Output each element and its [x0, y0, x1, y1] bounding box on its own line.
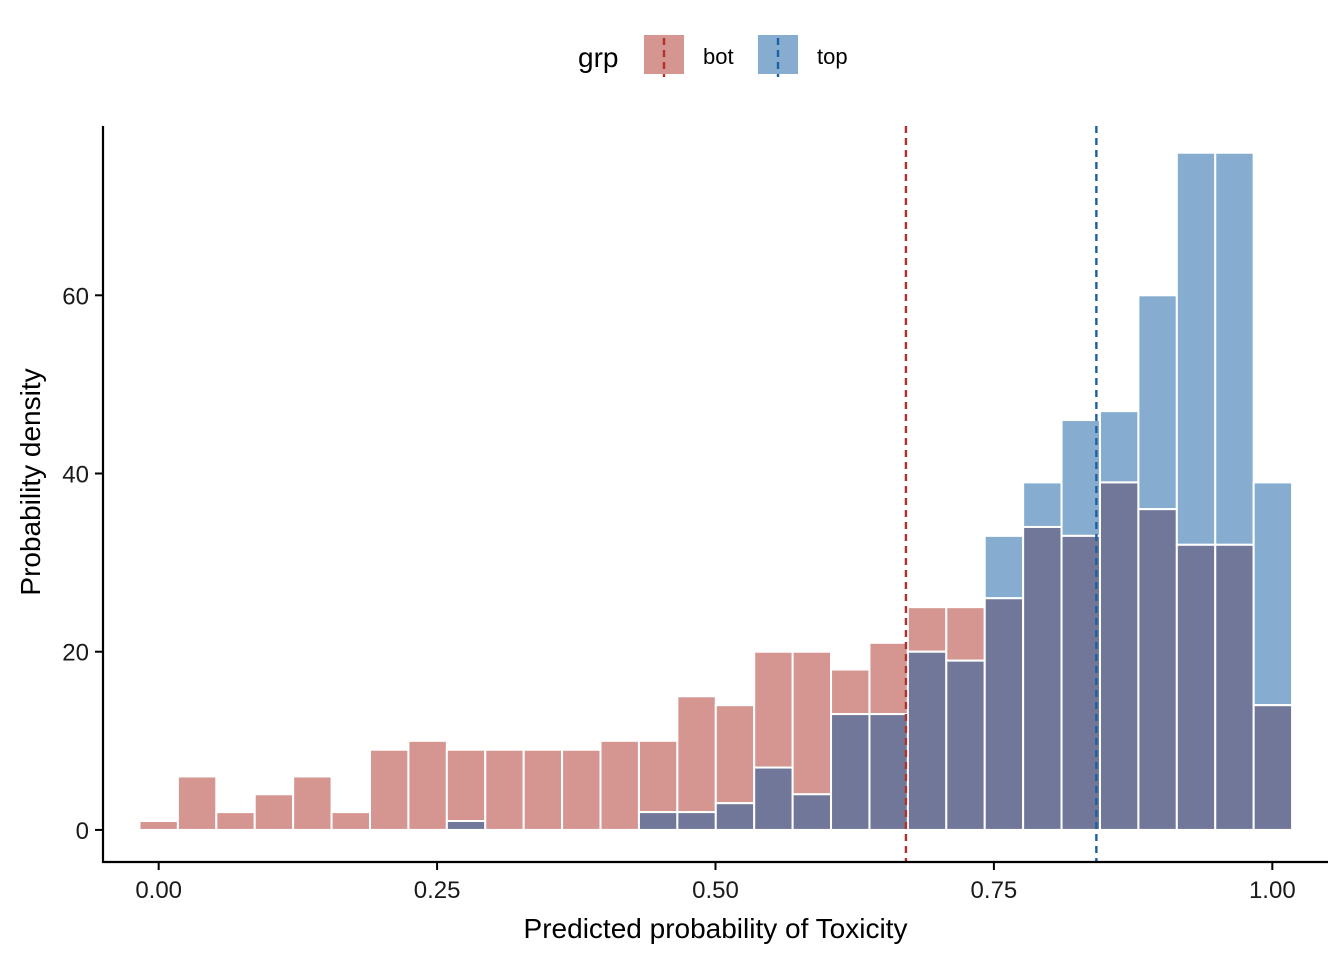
bar-bot [138, 820, 179, 831]
bar-bot [330, 811, 371, 831]
bar-overlap [906, 650, 948, 831]
bar-overlap [1252, 704, 1294, 831]
bar-bot [292, 775, 333, 831]
y-tick-label: 40 [62, 462, 89, 489]
bar-overlap [791, 793, 833, 831]
bar-top [1022, 481, 1063, 528]
bar-overlap [1022, 525, 1063, 831]
bar-bot [791, 650, 833, 796]
bar-top [1252, 481, 1294, 707]
bar-overlap [868, 713, 909, 831]
bar-overlap [1137, 508, 1178, 831]
bars-layer [138, 151, 1294, 831]
bar-bot [407, 739, 448, 831]
y-tick-label: 0 [76, 818, 89, 845]
bar-bot [445, 748, 487, 823]
y-tick-label: 20 [62, 640, 89, 667]
bar-bot [253, 793, 295, 831]
bar-overlap [1098, 481, 1140, 831]
x-tick-label: 0.00 [135, 877, 182, 904]
mean-lines [904, 126, 1098, 862]
bar-bot [215, 811, 256, 831]
plot-area: 0.00 0.25 0.50 0.75 1.00 0 20 40 60 [62, 126, 1328, 904]
bar-bot [906, 606, 948, 653]
bar-bot [830, 668, 871, 716]
legend-title: grp [578, 42, 618, 73]
legend-label-bot: bot [703, 44, 734, 69]
axes: 0.00 0.25 0.50 0.75 1.00 0 20 40 60 [62, 126, 1328, 904]
x-tick-label: 0.75 [971, 877, 1018, 904]
bar-bot [637, 739, 679, 814]
bar-top [983, 534, 1025, 600]
bar-bot [753, 650, 794, 769]
x-tick-label: 0.50 [692, 877, 739, 904]
bar-bot [868, 641, 909, 716]
y-tick-label: 60 [62, 283, 89, 310]
bar-overlap [676, 811, 717, 831]
bar-overlap [1060, 534, 1101, 831]
x-tick-label: 1.00 [1249, 877, 1296, 904]
y-axis-title: Probability density [15, 368, 46, 595]
bar-overlap [830, 713, 871, 831]
legend: grp bot top [578, 35, 848, 77]
x-tick-label: 0.25 [414, 877, 461, 904]
bar-bot [368, 748, 410, 831]
bar-bot [676, 695, 717, 814]
legend-label-top: top [817, 44, 848, 69]
bar-overlap [714, 802, 756, 831]
bar-top [1175, 151, 1217, 546]
bar-bot [484, 748, 525, 831]
bar-overlap [983, 597, 1025, 831]
bar-top [1137, 294, 1178, 511]
bar-bot [945, 606, 986, 662]
bar-overlap [1175, 543, 1217, 831]
bar-bot [714, 704, 756, 805]
bar-bot [561, 748, 602, 831]
bar-overlap [637, 811, 679, 831]
bar-overlap [445, 820, 487, 831]
bar-top [1060, 419, 1101, 537]
bar-overlap [945, 659, 986, 831]
bar-bot [522, 748, 564, 831]
x-axis-title: Predicted probability of Toxicity [524, 913, 908, 944]
bar-bot [599, 739, 640, 831]
bar-overlap [1214, 543, 1255, 831]
bar-overlap [753, 766, 794, 831]
bar-top [1098, 410, 1140, 484]
bar-bot [176, 775, 218, 831]
bar-top [1214, 151, 1255, 546]
